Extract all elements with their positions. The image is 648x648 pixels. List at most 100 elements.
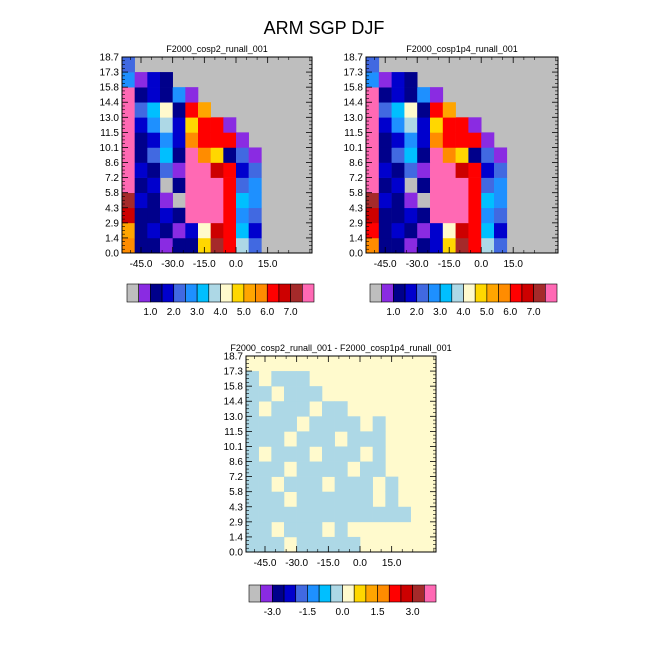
y-tick-label: 14.4 [224, 397, 244, 408]
heatmap-cell [481, 162, 495, 178]
heatmap-cell [347, 506, 361, 523]
colorbar-label: 5.0 [237, 307, 251, 318]
heatmap-cell [391, 162, 405, 178]
heatmap-cell [442, 162, 456, 178]
heatmap-cell [360, 431, 373, 447]
heatmap-cell [185, 162, 199, 178]
heatmap-cell [455, 177, 469, 193]
heatmap-cell [391, 237, 405, 254]
colorbar-swatch [353, 584, 367, 603]
heatmap-cell [147, 102, 161, 118]
heatmap-cell [246, 416, 259, 432]
heatmap-cell [296, 371, 310, 387]
heatmap-cell [366, 147, 380, 163]
heatmap-cell [296, 386, 310, 402]
heatmap-cell [160, 222, 173, 239]
heatmap-cell [210, 237, 224, 254]
heatmap-cell [372, 446, 386, 462]
heatmap-cell [258, 521, 272, 538]
heatmap-cell [210, 192, 224, 209]
heatmap-cell [468, 132, 482, 148]
heatmap-panel-right: F2000_cosp1p4_runall_001 0.0 1.4 2.9 4.3 5.8… [344, 44, 559, 270]
heatmap-cell [391, 177, 405, 193]
heatmap-cell [442, 237, 456, 254]
colorbar-left: 1.0 2.0 3.0 4.0 5.0 6.0 7.0 [126, 283, 315, 318]
y-tick-label: 1.4 [105, 233, 119, 244]
heatmap-cell [248, 162, 262, 178]
heatmap-cell [404, 117, 418, 133]
y-tick-label: 0.0 [349, 249, 363, 260]
heatmap-cell [347, 476, 361, 492]
heatmap-cell [223, 222, 237, 239]
colorbar-swatch [185, 283, 198, 303]
heatmap-cell [468, 192, 482, 209]
heatmap-cell [185, 207, 199, 224]
heatmap-cell [391, 102, 405, 118]
x-tick-label: -15.0 [438, 259, 461, 270]
heatmap-cell [246, 476, 259, 492]
colorbar-swatch [272, 584, 285, 603]
colorbar-difference: -3.0 -1.5 0.0 1.5 3.0 [248, 584, 437, 618]
heatmap-cell [198, 102, 211, 118]
y-tick-label: 4.3 [105, 203, 119, 214]
colorbar-swatch [388, 584, 402, 603]
heatmap-cell [198, 162, 211, 178]
heatmap-cell [147, 147, 161, 163]
heatmap-cell [455, 222, 469, 239]
y-tick-label: 4.3 [349, 203, 363, 214]
heatmap-cell [284, 401, 297, 417]
colorbar-swatch [381, 283, 394, 303]
heatmap-cell [271, 446, 285, 462]
heatmap-cell [296, 401, 310, 417]
heatmap-cell [271, 431, 285, 447]
heatmap-cell [246, 401, 259, 417]
heatmap-cell [134, 222, 148, 239]
heatmap-cell [481, 207, 495, 224]
heatmap-cell [134, 237, 148, 254]
heatmap-cell [185, 177, 199, 193]
heatmap-cell [430, 162, 444, 178]
heatmap-cell [271, 416, 285, 432]
colorbar-swatch [243, 283, 256, 303]
x-tick-label: -15.0 [193, 259, 216, 270]
heatmap-cell [417, 117, 431, 133]
heatmap-cell [160, 117, 173, 133]
heatmap-cell [172, 207, 186, 224]
heatmap-cell [366, 207, 380, 224]
heatmap-cell [172, 132, 186, 148]
heatmap-cell [347, 491, 361, 508]
heatmap-cell [198, 207, 211, 224]
heatmap-cell [430, 87, 444, 103]
heatmap-cell [385, 506, 399, 523]
colorbar-swatch [302, 283, 315, 303]
heatmap-cell [391, 117, 405, 133]
colorbar-swatch [416, 283, 429, 303]
y-tick-label: 0.0 [105, 249, 119, 260]
colorbar-swatch [208, 283, 221, 303]
heatmap-cell [210, 117, 224, 133]
heatmap-cell [404, 72, 418, 88]
y-tick-label: 10.1 [344, 143, 364, 154]
heatmap-cell [468, 207, 482, 224]
heatmap-cell [322, 491, 335, 508]
x-tick-label: -30.0 [161, 259, 184, 270]
heatmap-cell [404, 207, 418, 224]
heatmap-cell [210, 222, 224, 239]
x-tick-label: -15.0 [317, 558, 340, 569]
heatmap-cell [442, 177, 456, 193]
heatmap-cell [391, 132, 405, 148]
heatmap-cell [417, 222, 431, 239]
heatmap-cell [494, 162, 508, 178]
heatmap-cell [134, 207, 148, 224]
colorbar-swatch [150, 283, 163, 303]
heatmap-cell [210, 207, 224, 224]
heatmap-cell [147, 207, 161, 224]
x-tick-label: -45.0 [130, 259, 153, 270]
heatmap-cell [236, 177, 249, 193]
heatmap-cell [417, 162, 431, 178]
colorbar-swatch [474, 283, 488, 303]
heatmap-cell [160, 237, 173, 254]
x-tick-label: 0.0 [474, 259, 488, 270]
y-tick-label: 5.8 [229, 487, 243, 498]
heatmap-cell [430, 177, 444, 193]
